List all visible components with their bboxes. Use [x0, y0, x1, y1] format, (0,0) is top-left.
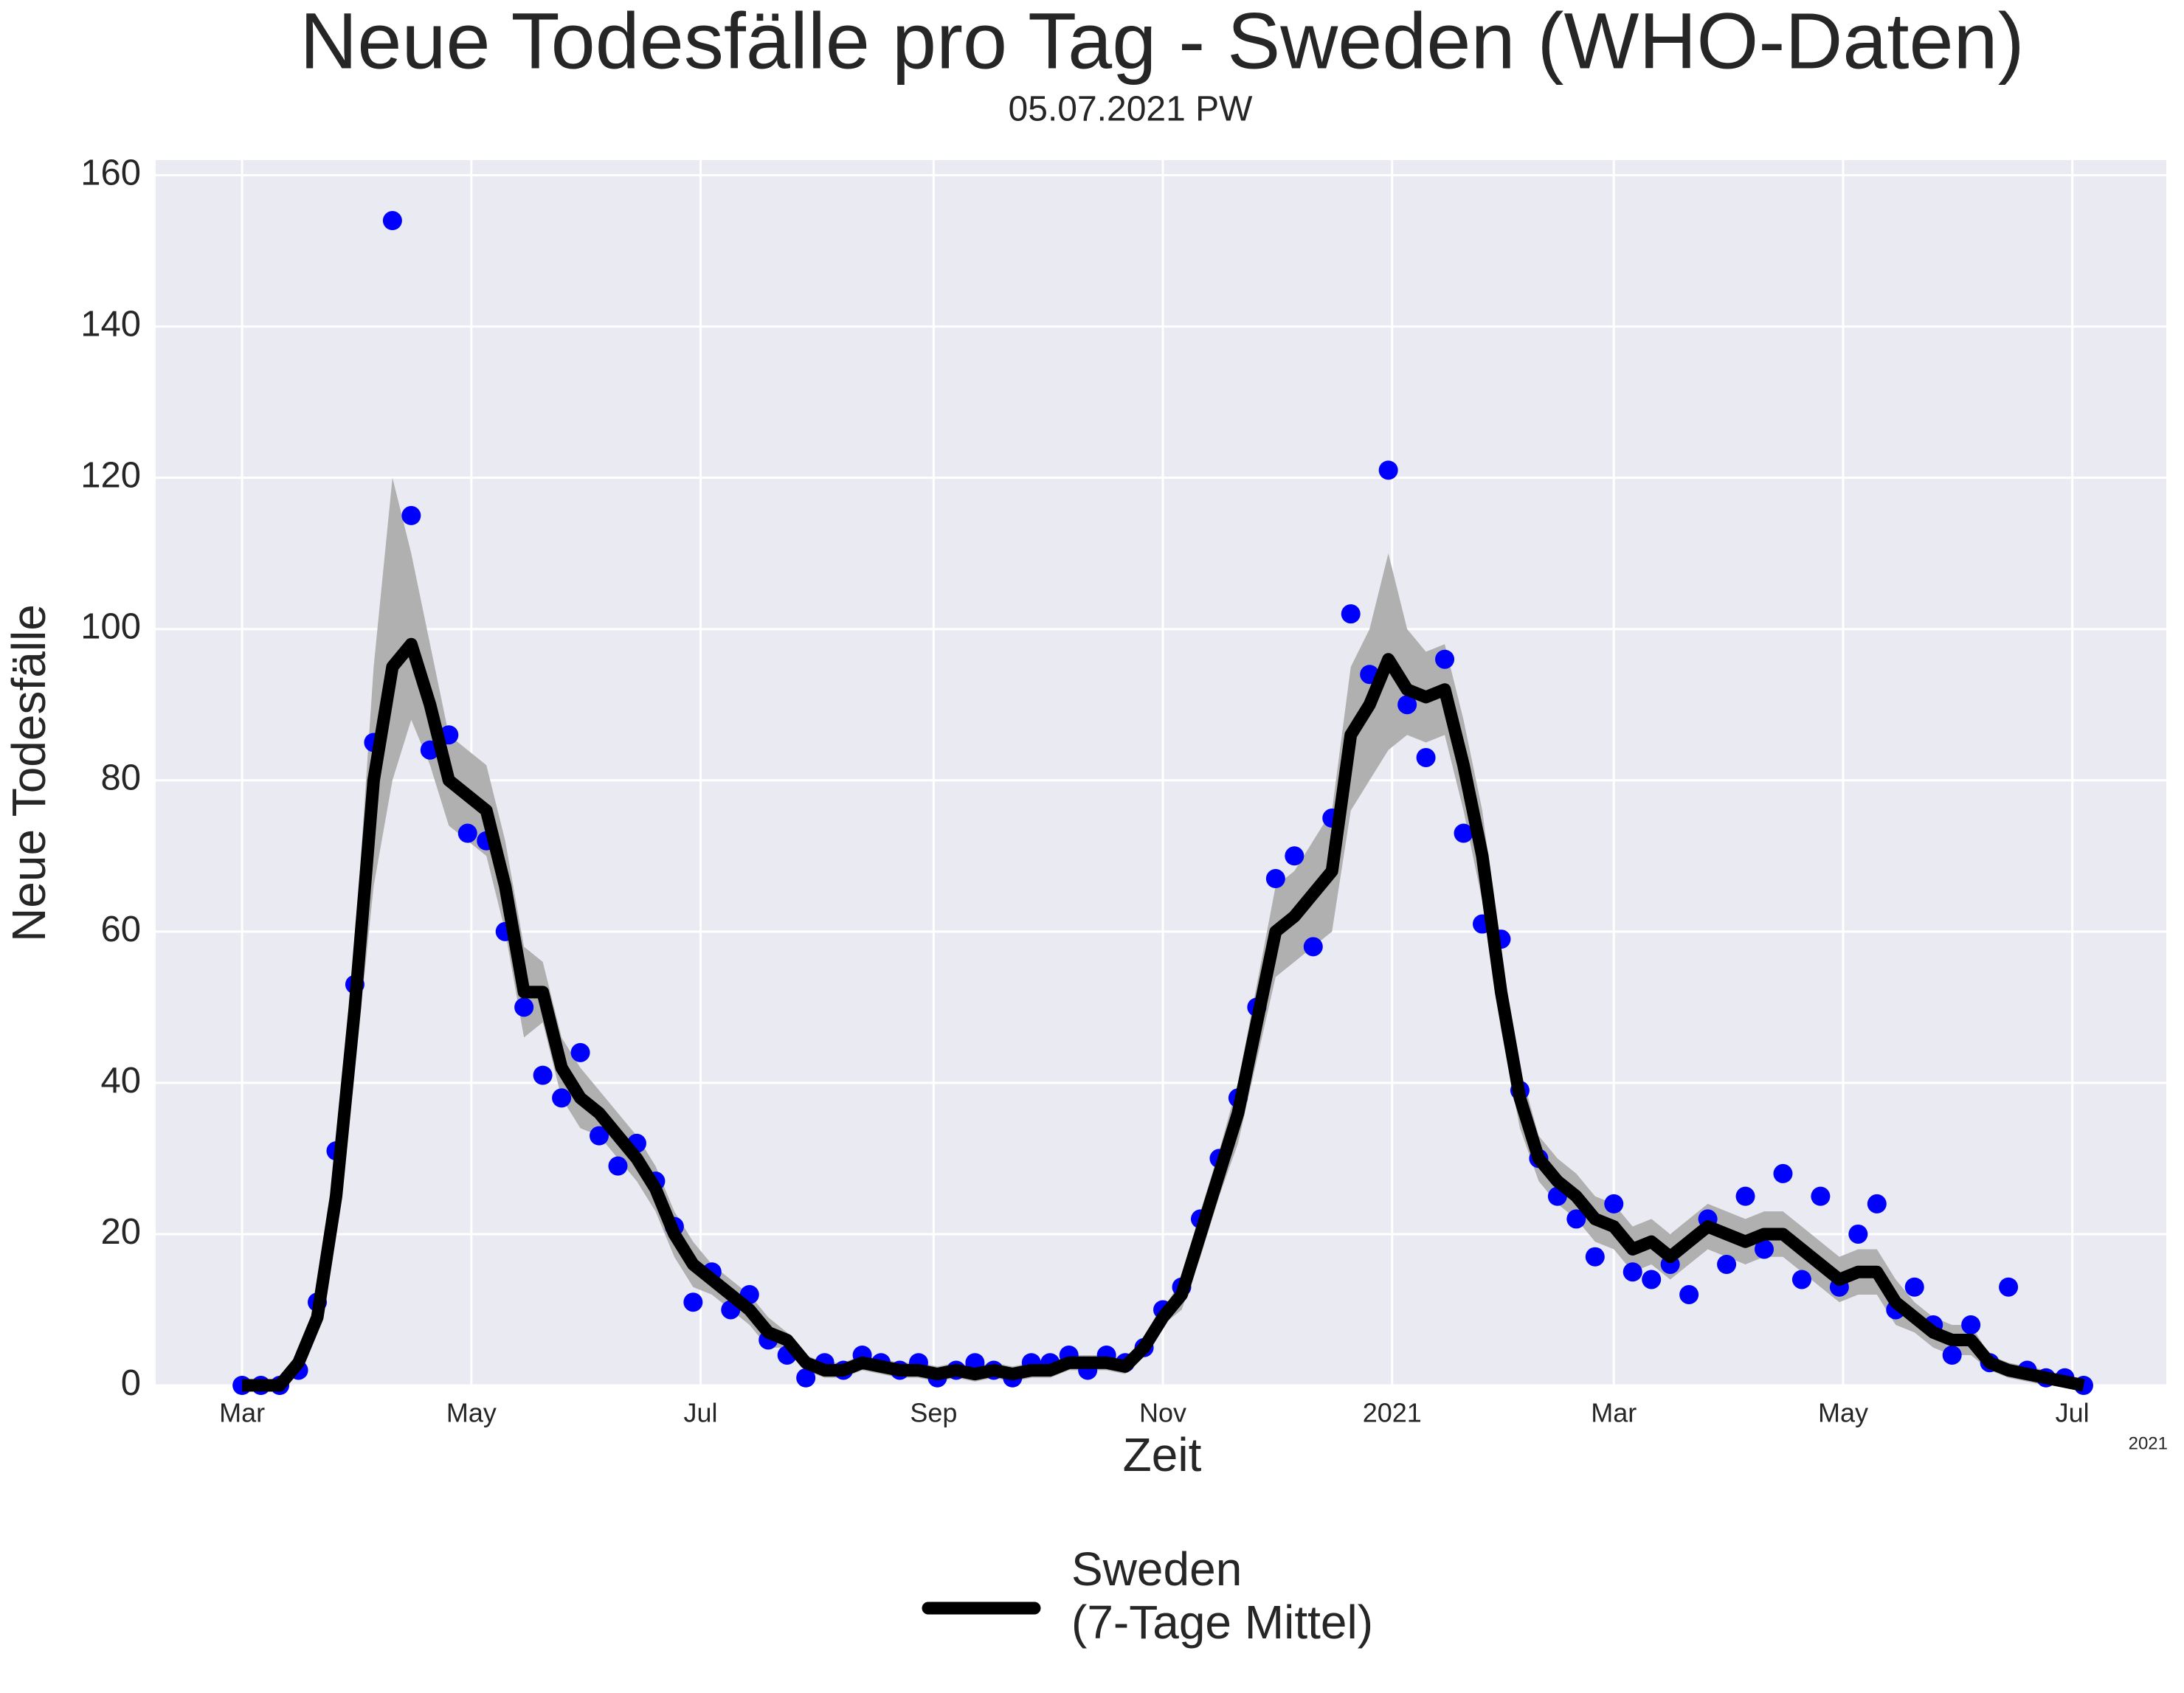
- x-tick-label: May: [446, 1398, 497, 1428]
- data-point: [1397, 695, 1417, 715]
- data-point: [1623, 1262, 1642, 1282]
- y-tick-label: 0: [121, 1363, 141, 1403]
- y-tick-label: 60: [100, 910, 141, 949]
- data-point: [1791, 1270, 1811, 1289]
- data-point: [683, 1292, 703, 1312]
- data-point: [1642, 1270, 1662, 1289]
- data-point: [382, 211, 402, 231]
- data-point: [1341, 604, 1361, 624]
- data-point: [552, 1088, 572, 1108]
- data-point: [1303, 937, 1323, 957]
- x-tick-label: Jul: [684, 1398, 718, 1428]
- data-point: [1285, 846, 1304, 866]
- x-tick-label: Mar: [1591, 1398, 1637, 1428]
- y-tick-label: 20: [100, 1212, 141, 1252]
- data-point: [570, 1042, 590, 1062]
- x-tick-label: 2021: [1363, 1398, 1422, 1428]
- chart-subtitle: 05.07.2021 PW: [1009, 90, 1254, 129]
- data-point: [457, 823, 477, 843]
- y-tick-label: 40: [100, 1061, 141, 1101]
- data-point: [514, 997, 534, 1017]
- x-tick-label: Sep: [910, 1398, 957, 1428]
- legend-label: Sweden (7-Tage Mittel): [1071, 1543, 1373, 1649]
- x-offset-label: 2021: [2129, 1433, 2168, 1453]
- x-tick-label: May: [1818, 1398, 1868, 1428]
- data-point: [1454, 823, 1473, 843]
- data-point: [1961, 1315, 1981, 1334]
- y-tick-label: 120: [80, 456, 141, 496]
- x-axis-label: Zeit: [1123, 1428, 1202, 1481]
- data-point: [1679, 1284, 1699, 1304]
- data-point: [401, 505, 421, 525]
- y-axis-label: Neue Todesfälle: [2, 604, 55, 942]
- data-point: [1265, 869, 1285, 889]
- data-point: [608, 1156, 628, 1176]
- data-point: [1867, 1194, 1887, 1214]
- y-tick-label: 140: [80, 305, 141, 345]
- data-point: [1735, 1186, 1755, 1206]
- y-tick-label: 160: [80, 153, 141, 193]
- data-point: [1416, 747, 1436, 767]
- data-point: [1999, 1277, 2019, 1297]
- data-point: [1378, 460, 1398, 480]
- data-point: [1604, 1194, 1624, 1214]
- data-point: [533, 1065, 553, 1085]
- x-tick-label: Nov: [1139, 1398, 1186, 1428]
- data-point: [796, 1368, 816, 1388]
- y-tick-label: 80: [100, 758, 141, 798]
- y-tick-label: 100: [80, 607, 141, 647]
- mean-line: [242, 637, 2085, 1392]
- data-point: [1435, 649, 1455, 669]
- x-tick-label: Jul: [2056, 1398, 2090, 1428]
- data-point: [1585, 1247, 1605, 1267]
- data-point: [1773, 1163, 1793, 1183]
- data-point: [1848, 1224, 1868, 1244]
- plot-background: [156, 160, 2166, 1385]
- data-point: [1811, 1186, 1831, 1206]
- confidence-band: [242, 477, 2084, 1385]
- data-point: [1566, 1209, 1586, 1229]
- data-point: [1942, 1345, 1962, 1365]
- x-tick-label: Mar: [219, 1398, 265, 1428]
- data-point: [590, 1126, 609, 1146]
- data-point: [1717, 1254, 1737, 1274]
- data-point: [1904, 1277, 1924, 1297]
- chart-title: Neue Todesfälle pro Tag - Sweden (WHO-Da…: [300, 0, 2024, 86]
- data-point: [1755, 1239, 1774, 1259]
